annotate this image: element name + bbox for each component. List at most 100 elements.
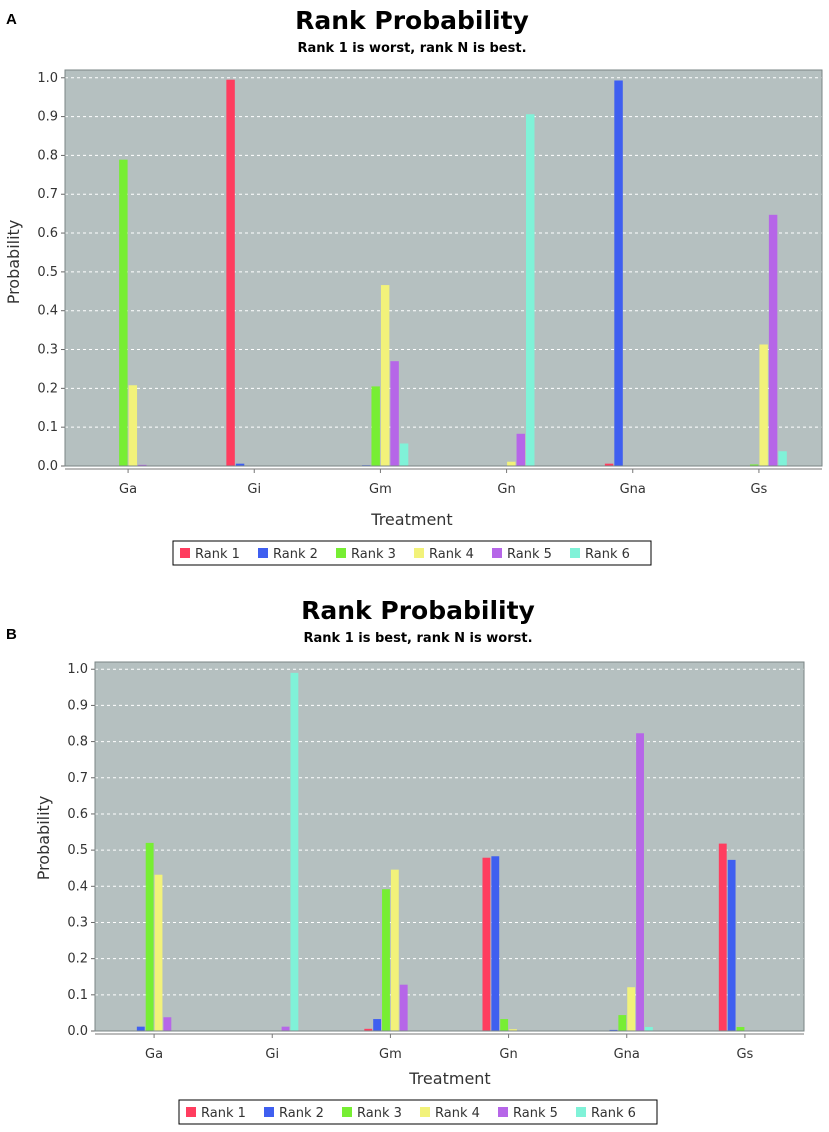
legend-label: Rank 6 xyxy=(585,547,630,562)
y-tick-label: 0.9 xyxy=(37,110,58,125)
chart-title: Rank Probability xyxy=(301,596,535,625)
legend: Rank 1 Rank 2 Rank 3 Rank 4 Rank 5 Rank 6 xyxy=(178,1099,658,1125)
x-tick-label: Ga xyxy=(119,482,137,497)
legend-label: Rank 2 xyxy=(273,547,318,562)
bar xyxy=(163,1017,172,1031)
bar xyxy=(526,114,535,467)
y-tick-label: 0.9 xyxy=(67,698,88,713)
bar xyxy=(128,385,138,466)
bar xyxy=(235,463,245,466)
bar xyxy=(768,214,778,466)
y-tick-label: 0.0 xyxy=(37,459,58,474)
chart-panel-a: A Rank Probability Rank 1 is worst, rank… xyxy=(4,6,823,566)
bar xyxy=(618,1015,627,1031)
legend-label: Rank 5 xyxy=(507,547,552,562)
bar xyxy=(749,464,759,466)
bar xyxy=(390,361,399,466)
plot-border xyxy=(94,661,805,1032)
y-tick-label: 0.1 xyxy=(67,988,88,1003)
y-tick-label: 0.7 xyxy=(37,187,58,202)
plot-border xyxy=(64,69,823,467)
legend-swatch xyxy=(258,548,268,558)
legend-label: Rank 1 xyxy=(201,1106,246,1121)
legend-swatch xyxy=(264,1107,274,1117)
chart-panel-b: B Rank Probability Rank 1 is best, rank … xyxy=(6,596,805,1125)
legend-label: Rank 1 xyxy=(195,547,240,562)
legend-swatch xyxy=(570,548,580,558)
y-tick-label: 0.4 xyxy=(37,304,58,319)
panel-label-b: B xyxy=(6,626,17,643)
bar xyxy=(759,344,768,466)
bar xyxy=(380,285,390,466)
bar xyxy=(226,79,235,467)
bar xyxy=(154,874,163,1031)
bar xyxy=(604,463,614,466)
bar xyxy=(119,159,128,466)
x-axis-title: Treatment xyxy=(370,510,452,529)
y-tick-label: 1.0 xyxy=(67,662,88,677)
x-tick-label: Gna xyxy=(614,1047,640,1062)
legend-swatch xyxy=(180,548,190,558)
bar xyxy=(507,461,516,466)
x-axis-title: Treatment xyxy=(408,1069,490,1088)
y-tick-label: 0.6 xyxy=(37,226,58,241)
bar xyxy=(371,386,380,466)
bar xyxy=(290,672,299,1031)
bar xyxy=(644,1027,653,1031)
plot-area: 0.0 0.1 0.2 0.3 0.4 0.5 0.6 0.7 0.8 0.9 1.0 Ga Gi Gm G… xyxy=(37,69,823,497)
bar xyxy=(627,987,636,1031)
bar xyxy=(614,80,623,466)
bar xyxy=(636,733,644,1031)
y-tick-label: 0.8 xyxy=(67,735,88,750)
chart-title: Rank Probability xyxy=(295,6,529,35)
y-axis-title: Probability xyxy=(4,220,23,305)
chart-subtitle: Rank 1 is best, rank N is worst. xyxy=(303,631,532,646)
bar xyxy=(500,1019,509,1031)
y-tick-label: 0.1 xyxy=(37,420,58,435)
x-tick-label: Gna xyxy=(620,482,646,497)
bar xyxy=(364,1028,373,1031)
legend-label: Rank 4 xyxy=(429,547,474,562)
bar xyxy=(136,1026,145,1031)
x-tick-label: Gs xyxy=(736,1047,753,1062)
bar xyxy=(482,857,491,1031)
bar xyxy=(138,464,147,466)
y-tick-label: 0.8 xyxy=(37,148,58,163)
y-tick-label: 0.2 xyxy=(67,952,88,967)
plot-background xyxy=(65,70,822,466)
y-tick-label: 0.3 xyxy=(67,915,88,930)
legend-label: Rank 6 xyxy=(591,1106,636,1121)
bar xyxy=(727,859,736,1031)
plot-background xyxy=(95,662,804,1031)
y-tick-label: 0.5 xyxy=(67,843,88,858)
bar xyxy=(516,433,526,466)
bar xyxy=(399,443,409,466)
x-tick-label: Gn xyxy=(499,1047,517,1062)
y-tick-label: 0.2 xyxy=(37,381,58,396)
y-tick-label: 0.0 xyxy=(67,1024,88,1039)
legend-swatch xyxy=(492,548,502,558)
legend-label: Rank 4 xyxy=(435,1106,480,1121)
bar xyxy=(390,869,399,1031)
y-tick-label: 0.6 xyxy=(67,807,88,822)
plot-area: 0.0 0.1 0.2 0.3 0.4 0.5 0.6 0.7 0.8 0.9 1.0 Ga Gi Gm G… xyxy=(67,661,805,1062)
bar xyxy=(736,1027,745,1031)
legend-swatch xyxy=(336,548,346,558)
x-tick-label: Gm xyxy=(369,482,392,497)
bar xyxy=(718,843,727,1031)
x-tick-label: Gm xyxy=(379,1047,402,1062)
y-tick-label: 0.5 xyxy=(37,265,58,280)
bar xyxy=(509,1029,517,1031)
legend: Rank 1 Rank 2 Rank 3 Rank 4 Rank 5 Rank 6 xyxy=(172,540,652,566)
legend-swatch xyxy=(186,1107,196,1117)
legend-label: Rank 3 xyxy=(357,1106,402,1121)
legend-label: Rank 2 xyxy=(279,1106,324,1121)
bar xyxy=(778,451,787,466)
x-tick-label: Gi xyxy=(265,1047,279,1062)
legend-label: Rank 3 xyxy=(351,547,396,562)
legend-swatch xyxy=(414,548,424,558)
x-tick-label: Gs xyxy=(750,482,767,497)
panel-label-a: A xyxy=(6,11,17,28)
bar xyxy=(399,984,408,1031)
